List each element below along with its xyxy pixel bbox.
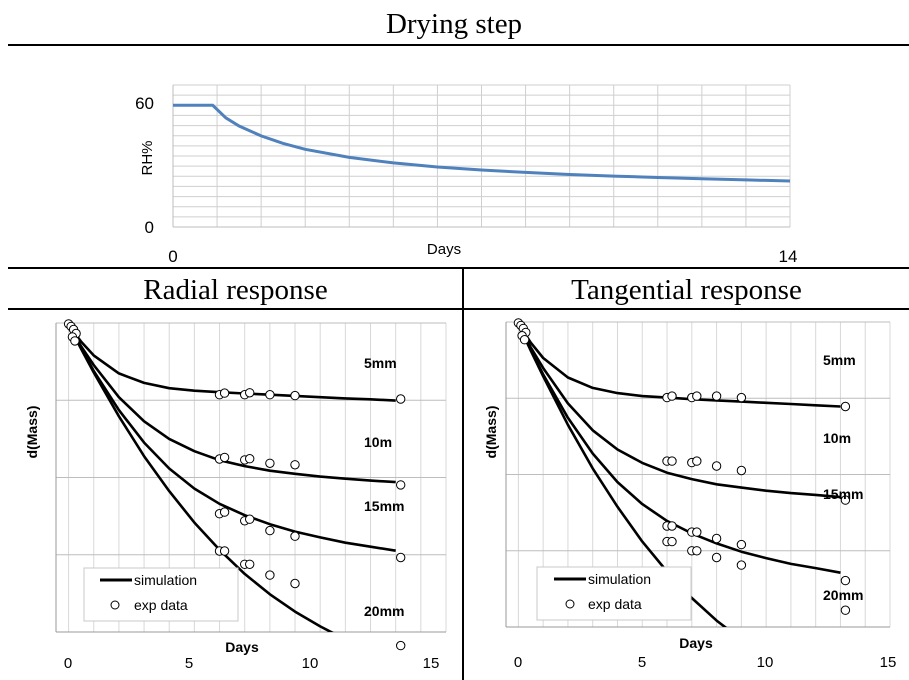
tangential-x-tick-15: 15: [880, 654, 897, 671]
radial-legend-simulation: simulation: [134, 572, 197, 588]
radial-exp-point: [396, 552, 406, 563]
tangential-exp-point: [840, 605, 851, 615]
rh-y-axis-label: RH%: [139, 140, 156, 175]
tangential-label-10m: 10m: [823, 430, 851, 446]
rh-x-axis-label: Days: [427, 241, 461, 258]
tangential-sim-curve-10m: [517, 323, 841, 499]
radial-exp-point: [245, 514, 255, 524]
radial-plot: [55, 319, 447, 651]
tangential-legend-exp-data: exp data: [588, 596, 642, 612]
radial-sim-curve-15mm: [67, 324, 396, 552]
tangential-exp-point: [840, 401, 851, 412]
tangential-exp-point: [692, 527, 702, 537]
tangential-x-tick-10: 10: [757, 654, 774, 671]
tangential-plot: [505, 318, 891, 628]
radial-x-axis-label: Days: [225, 639, 259, 655]
tangential-exp-point: [736, 465, 747, 476]
tangential-legend: simulation exp data: [536, 566, 692, 621]
radial-label-15mm: 15mm: [364, 498, 404, 514]
rh-y-tick-0: 0: [145, 218, 154, 237]
radial-exp-point: [219, 507, 230, 517]
radial-exp-point: [70, 336, 80, 346]
tangential-response-title: Tangential response: [571, 274, 802, 306]
vertical-divider: [462, 269, 464, 680]
radial-label-5mm: 5mm: [364, 355, 397, 371]
tangential-exp-point: [840, 575, 851, 586]
tangential-legend-simulation: simulation: [588, 571, 651, 587]
radial-exp-point: [265, 570, 275, 580]
radial-exp-point: [396, 640, 406, 651]
rh-series-line: [173, 103, 791, 183]
tangential-x-tick-5: 5: [638, 654, 646, 671]
tangential-exp-point: [692, 391, 702, 401]
tangential-exp-point: [736, 539, 747, 550]
tangential-label-5mm: 5mm: [823, 352, 856, 368]
radial-legend-circle-swatch: [110, 600, 120, 610]
tangential-y-axis-label: d(Mass): [483, 406, 499, 459]
tangential-exp-point: [736, 392, 747, 403]
radial-sim-curve-10m: [67, 324, 396, 484]
tangential-exp-point: [711, 552, 722, 563]
radial-x-tick-5: 5: [185, 655, 193, 672]
radial-exp-point: [290, 578, 300, 589]
radial-label-20mm: 20mm: [364, 603, 404, 619]
radial-exp-point: [219, 388, 230, 398]
tangential-label-15mm: 15mm: [823, 486, 863, 502]
rh-chart-grid: [173, 84, 791, 228]
tangential-x-tick-0: 0: [514, 654, 522, 671]
radial-exp-point: [396, 394, 406, 404]
radial-sim-curve-5mm: [67, 324, 396, 402]
tangential-exp-point: [519, 335, 530, 345]
radial-exp-point: [265, 390, 275, 400]
tangential-exp-point: [711, 533, 722, 544]
radial-response-title: Radial response: [143, 274, 328, 306]
tangential-label-20mm: 20mm: [823, 587, 863, 603]
radial-x-tick-15: 15: [423, 655, 440, 672]
tangential-exp-point: [736, 560, 747, 570]
radial-legend-exp-data: exp data: [134, 597, 188, 613]
tangential-sim-curve-15mm: [517, 323, 841, 574]
tangential-exp-point: [667, 521, 677, 531]
radial-exp-point: [265, 525, 275, 536]
middle-divider: [8, 267, 909, 269]
radial-exp-point: [245, 388, 255, 398]
radial-exp-point: [396, 480, 406, 490]
tangential-exp-point: [692, 456, 702, 466]
rh-x-tick-14: 14: [779, 247, 798, 266]
radial-exp-point: [219, 452, 230, 463]
radial-exp-point: [245, 559, 255, 569]
radial-exp-point: [290, 390, 300, 401]
tangential-x-axis-label: Days: [679, 635, 713, 651]
radial-exp-point: [290, 531, 300, 541]
rh-y-tick-60: 60: [135, 94, 154, 113]
tangential-exp-point: [840, 495, 851, 505]
tangential-exp-point: [667, 456, 677, 466]
tangential-exp-point: [667, 391, 677, 401]
tangential-exp-point: [667, 536, 677, 547]
radial-legend: simulation exp data: [83, 567, 239, 622]
radial-y-axis-label: d(Mass): [24, 406, 40, 459]
radial-exp-point: [265, 458, 275, 468]
radial-x-tick-0: 0: [64, 655, 72, 672]
drying-step-title: Drying step: [385, 8, 523, 40]
tangential-exp-point: [711, 391, 722, 401]
top-divider: [8, 44, 909, 46]
tangential-exp-point: [711, 461, 722, 471]
tangential-legend-circle-swatch: [565, 599, 575, 609]
radial-exp-point: [245, 454, 255, 464]
radial-label-10m: 10m: [364, 434, 392, 450]
radial-exp-point: [219, 546, 230, 556]
section-divider: [8, 308, 909, 310]
tangential-sim-curve-5mm: [517, 323, 841, 408]
tangential-exp-point: [692, 546, 702, 556]
radial-x-tick-10: 10: [302, 655, 319, 672]
rh-x-tick-0: 0: [168, 247, 177, 266]
radial-exp-point: [290, 460, 300, 470]
